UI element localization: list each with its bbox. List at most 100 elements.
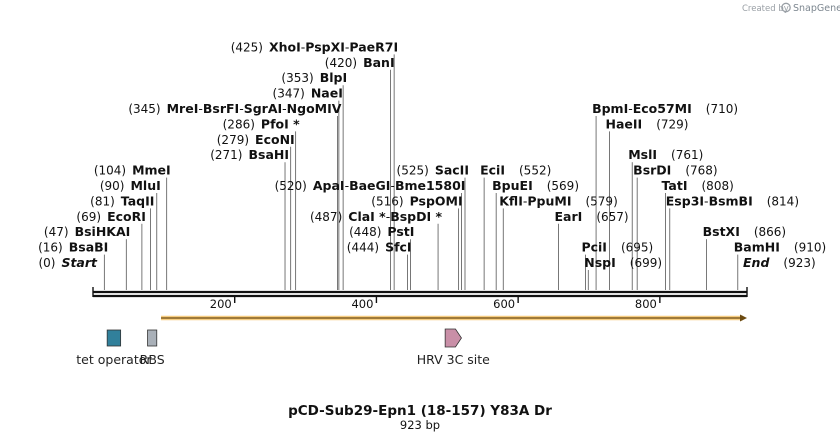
site-sacii[interactable]: (525) SacII <box>397 163 469 178</box>
site-name-baegi[interactable]: BaeGI <box>349 178 390 193</box>
site-ecii[interactable]: EciI (552) <box>480 163 551 178</box>
site-bpuei[interactable]: BpuEI (569) <box>492 178 579 193</box>
cut-site-lines <box>103 54 739 290</box>
site-name-xhoi[interactable]: XhoI <box>269 39 301 54</box>
site-start[interactable]: (0) Start <box>38 255 98 270</box>
site-name-sgrai[interactable]: SgrAI <box>244 101 282 116</box>
site-name-kfli[interactable]: KflI <box>499 193 523 208</box>
site-separator: - <box>386 209 391 224</box>
site-ecori[interactable]: (69) EcoRI <box>76 209 145 224</box>
site-name-ppumi[interactable]: PpuMI <box>527 193 571 208</box>
site-name-bsrfi[interactable]: BsrFI <box>203 101 239 116</box>
site-sfci[interactable]: (444) SfcI <box>347 240 412 255</box>
site-bani[interactable]: (420) BanI <box>325 55 395 70</box>
feature-orf[interactable] <box>161 314 747 322</box>
site-bstxi[interactable]: BstXI (866) <box>703 224 787 239</box>
site-name-paer7i[interactable]: PaeR7I <box>349 39 398 54</box>
site-pcii[interactable]: PciI (695) <box>581 240 653 255</box>
site-name-bsrdi[interactable]: BsrDI <box>633 163 671 178</box>
site-mlui[interactable]: (90) MluI <box>100 178 161 193</box>
feature-box[interactable] <box>147 329 158 347</box>
site-name-bani[interactable]: BanI <box>363 55 395 70</box>
site-bpmi[interactable]: BpmI - Eco57MI (710) <box>592 101 738 116</box>
site-bsihkai[interactable]: (47) BsiHKAI <box>44 224 130 239</box>
site-name-esp3i[interactable]: Esp3I <box>666 193 704 208</box>
site-name-pspomi[interactable]: PspOMI <box>410 193 463 208</box>
site-name-bspdi-star[interactable]: BspDI * <box>390 209 442 224</box>
site-position-mmei: (104) <box>94 164 126 178</box>
site-name-bpmi[interactable]: BpmI <box>592 101 628 116</box>
site-name-start[interactable]: Start <box>61 255 98 270</box>
site-position-pfoi-star: (286) <box>223 117 255 131</box>
site-name-apai[interactable]: ApaI <box>313 178 345 193</box>
site-name-bsmbi[interactable]: BsmBI <box>709 193 753 208</box>
site-name-econi[interactable]: EcoNI <box>255 132 295 147</box>
site-name-pspxi[interactable]: PspXI <box>305 39 345 54</box>
feature-rbs[interactable]: RBS <box>140 329 165 367</box>
site-name-ecori[interactable]: EcoRI <box>107 209 146 224</box>
site-name-eari[interactable]: EarI <box>555 209 583 224</box>
site-name-clai-star[interactable]: ClaI * <box>348 209 386 224</box>
site-name-ecii[interactable]: EciI <box>480 163 505 178</box>
site-psti[interactable]: (448) PstI <box>349 224 414 239</box>
site-name-tati[interactable]: TatI <box>662 178 688 193</box>
site-name-bpuei[interactable]: BpuEI <box>492 178 533 193</box>
site-naei[interactable]: (347) NaeI <box>273 86 343 101</box>
ruler-tick-label: 800 <box>635 297 657 311</box>
site-name-bsabi[interactable]: BsaBI <box>69 240 109 255</box>
site-apai[interactable]: (520) ApaI - BaeGI - Bme1580I <box>275 178 466 193</box>
feature-box[interactable] <box>106 329 122 347</box>
site-kfli[interactable]: KflI - PpuMI (579) <box>499 193 618 208</box>
ruler-tick-label: 600 <box>493 297 515 311</box>
site-name-ngomiv[interactable]: NgoMIV <box>287 101 342 116</box>
site-name-end[interactable]: End <box>743 255 770 270</box>
site-pfoi-star[interactable]: (286) PfoI * <box>223 116 300 131</box>
site-name-blpi[interactable]: BlpI <box>320 70 347 85</box>
site-bsabi[interactable]: (16) BsaBI <box>38 240 108 255</box>
site-name-pfoi-star[interactable]: PfoI * <box>261 116 300 131</box>
site-name-eco57mi[interactable]: Eco57MI <box>633 101 692 116</box>
site-name-sacii[interactable]: SacII <box>435 163 469 178</box>
site-name-mlui[interactable]: MluI <box>130 178 160 193</box>
site-haeii[interactable]: HaeII (729) <box>606 116 689 131</box>
site-position-mrei: (345) <box>128 102 160 116</box>
site-name-bsihkai[interactable]: BsiHKAI <box>75 224 131 239</box>
site-name-bsahi[interactable]: BsaHI <box>249 147 290 162</box>
site-pspomi[interactable]: (516) PspOMI <box>371 193 462 208</box>
site-bsrdi[interactable]: BsrDI (768) <box>633 163 717 178</box>
site-name-naei[interactable]: NaeI <box>311 86 343 101</box>
site-name-bstxi[interactable]: BstXI <box>703 224 740 239</box>
site-name-bamhi[interactable]: BamHI <box>734 240 780 255</box>
site-clai-star[interactable]: (487) ClaI * - BspDI * <box>310 209 443 224</box>
site-name-sfci[interactable]: SfcI <box>385 240 412 255</box>
site-msli[interactable]: MslI (761) <box>628 147 703 162</box>
site-name-taqii[interactable]: TaqII <box>121 193 155 208</box>
site-separator: - <box>628 101 633 116</box>
site-separator: - <box>345 39 350 54</box>
site-mrei[interactable]: (345) MreI - BsrFI - SgrAI - NgoMIV <box>128 101 341 116</box>
site-esp3i[interactable]: Esp3I - BsmBI (814) <box>666 193 799 208</box>
site-nspi[interactable]: NspI (699) <box>584 255 662 270</box>
site-name-bme1580i[interactable]: Bme1580I <box>395 178 465 193</box>
site-name-mrei[interactable]: MreI <box>167 101 199 116</box>
feature-tet-operator[interactable]: tet operator <box>76 329 152 367</box>
feature-arrow-icon[interactable] <box>444 328 462 348</box>
site-blpi[interactable]: (353) BlpI <box>281 70 347 85</box>
site-name-pcii[interactable]: PciI <box>581 240 607 255</box>
site-name-psti[interactable]: PstI <box>387 224 414 239</box>
site-tati[interactable]: TatI (808) <box>662 178 734 193</box>
site-bamhi[interactable]: BamHI (910) <box>734 240 826 255</box>
site-name-nspi[interactable]: NspI <box>584 255 616 270</box>
feature-hrv-3c-site[interactable]: HRV 3C site <box>417 328 490 367</box>
site-name-mmei[interactable]: MmeI <box>132 163 171 178</box>
site-bsahi[interactable]: (271) BsaHI <box>210 147 289 162</box>
map-length: 923 bp <box>400 418 440 432</box>
site-end[interactable]: End (923) <box>743 255 816 270</box>
site-name-haeii[interactable]: HaeII <box>606 116 643 131</box>
site-eari[interactable]: EarI (657) <box>555 209 629 224</box>
site-mmei[interactable]: (104) MmeI <box>94 163 171 178</box>
site-econi[interactable]: (279) EcoNI <box>217 132 295 147</box>
site-taqii[interactable]: (81) TaqII <box>90 193 154 208</box>
site-xhoi[interactable]: (425) XhoI - PspXI - PaeR7I <box>231 39 398 54</box>
site-name-msli[interactable]: MslI <box>628 147 657 162</box>
